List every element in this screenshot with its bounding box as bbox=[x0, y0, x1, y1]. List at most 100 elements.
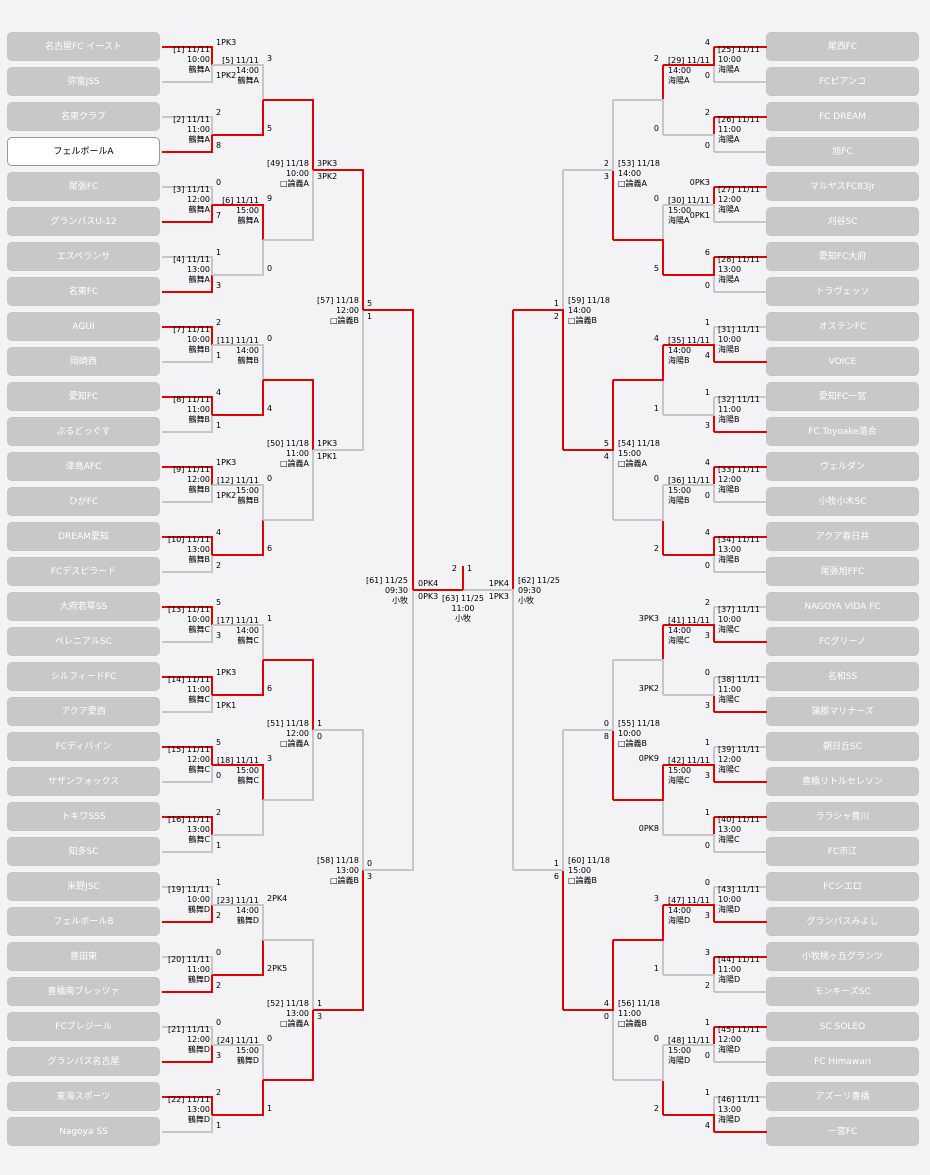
bracket-line bbox=[613, 938, 664, 941]
team-right-4[interactable]: 旭FC bbox=[766, 137, 919, 166]
team-left-4[interactable]: フェルボールA bbox=[7, 137, 160, 166]
score-bottom: 5 bbox=[267, 123, 273, 133]
team-left-3[interactable]: 名東クラブ bbox=[7, 102, 160, 131]
team-left-8[interactable]: 名東FC bbox=[7, 277, 160, 306]
team-right-12[interactable]: FC.Toyoake落合 bbox=[766, 417, 919, 446]
team-right-18[interactable]: FCグリーノ bbox=[766, 627, 919, 656]
team-right-5[interactable]: マルヤスFC83Jr bbox=[766, 172, 919, 201]
team-right-30[interactable]: FC Himawari bbox=[766, 1047, 919, 1076]
team-left-19[interactable]: シルフィードFC bbox=[7, 662, 160, 691]
bracket-line bbox=[211, 134, 213, 152]
team-left-24[interactable]: 知多SC bbox=[7, 837, 160, 866]
team-left-13[interactable]: 津島AFC bbox=[7, 452, 160, 481]
team-left-9[interactable]: AGUI bbox=[7, 312, 160, 341]
team-left-18[interactable]: ペレニアルSC bbox=[7, 627, 160, 656]
team-left-1[interactable]: 名古屋FC イースト bbox=[7, 32, 160, 61]
team-right-21[interactable]: 朝日丘SC bbox=[766, 732, 919, 761]
team-right-9[interactable]: オステンFC bbox=[766, 312, 919, 341]
bracket-line bbox=[212, 1113, 264, 1116]
match-venue: 鶴舞B bbox=[188, 345, 211, 354]
bracket-line bbox=[714, 956, 767, 958]
team-left-25[interactable]: 米野JSC bbox=[7, 872, 160, 901]
team-right-32[interactable]: 一宮FC bbox=[766, 1117, 919, 1146]
team-left-20[interactable]: アクア愛西 bbox=[7, 697, 160, 726]
team-right-31[interactable]: アズーリ豊橋 bbox=[766, 1082, 919, 1111]
bracket-line bbox=[713, 624, 715, 642]
bracket-line bbox=[562, 169, 564, 310]
bracket-line bbox=[312, 379, 314, 450]
bracket-line bbox=[313, 728, 364, 731]
team-left-27[interactable]: 豊田東 bbox=[7, 942, 160, 971]
match-venue: 海陽D bbox=[718, 1115, 741, 1124]
score-bottom: 7 bbox=[216, 211, 222, 220]
team-left-32[interactable]: Nagoya SS bbox=[7, 1117, 160, 1146]
team-right-28[interactable]: モンキーズSC bbox=[766, 977, 919, 1006]
team-right-27[interactable]: 小牧桃ヶ丘グランツ bbox=[766, 942, 919, 971]
bracket-line bbox=[212, 343, 264, 346]
team-left-22[interactable]: サザンフォックス bbox=[7, 767, 160, 796]
match-venue: □論義A bbox=[279, 458, 309, 468]
team-left-6[interactable]: グランパスU-12 bbox=[7, 207, 160, 236]
team-left-23[interactable]: トキワSSS bbox=[7, 802, 160, 831]
team-right-20[interactable]: 蒲郡マリナーズ bbox=[766, 697, 919, 726]
team-right-14[interactable]: 小牧小木SC bbox=[766, 487, 919, 516]
bracket-line bbox=[512, 309, 514, 590]
team-left-7[interactable]: エスペランサ bbox=[7, 242, 160, 271]
score-bottom: 2 bbox=[216, 561, 222, 570]
match-time: 11:00 bbox=[718, 125, 742, 134]
match-time: 12:00 bbox=[285, 728, 309, 738]
team-left-10[interactable]: 岡崎西 bbox=[7, 347, 160, 376]
bracket-line bbox=[714, 571, 767, 573]
score-bottom: 2 bbox=[653, 1103, 659, 1113]
match-venue: □論義B bbox=[329, 875, 359, 885]
team-right-16[interactable]: 尾張旭FFC bbox=[766, 557, 919, 586]
team-left-16[interactable]: FCデスピラード bbox=[7, 557, 160, 586]
team-left-5[interactable]: 尾張FC bbox=[7, 172, 160, 201]
team-left-12[interactable]: ぶるどっぐす bbox=[7, 417, 160, 446]
bracket-line bbox=[463, 588, 514, 591]
team-left-2[interactable]: 弥富JSS bbox=[7, 67, 160, 96]
team-right-7[interactable]: 愛知FC大府 bbox=[766, 242, 919, 271]
team-right-26[interactable]: グランパスみよし bbox=[766, 907, 919, 936]
score-bottom: 3 bbox=[216, 631, 222, 640]
team-right-22[interactable]: 豊橋リトルセレソン bbox=[766, 767, 919, 796]
team-right-25[interactable]: FCシエロ bbox=[766, 872, 919, 901]
match-id: [22] 11/11 bbox=[167, 1095, 210, 1104]
team-right-15[interactable]: アクア春日井 bbox=[766, 522, 919, 551]
team-left-14[interactable]: ひがFC bbox=[7, 487, 160, 516]
bracket-line bbox=[662, 519, 664, 555]
team-right-1[interactable]: 尾西FC bbox=[766, 32, 919, 61]
team-right-11[interactable]: 愛知FC一宮 bbox=[766, 382, 919, 411]
score-bottom: 2 bbox=[216, 981, 222, 990]
team-left-15[interactable]: DREAM愛知 bbox=[7, 522, 160, 551]
team-left-17[interactable]: 大府若草SS bbox=[7, 592, 160, 621]
team-right-3[interactable]: FC DREAM bbox=[766, 102, 919, 131]
team-left-11[interactable]: 愛知FC bbox=[7, 382, 160, 411]
team-right-13[interactable]: ヴェルダン bbox=[766, 452, 919, 481]
team-left-29[interactable]: FCブレジール bbox=[7, 1012, 160, 1041]
team-left-21[interactable]: FCディバイン bbox=[7, 732, 160, 761]
bracket-line bbox=[162, 816, 213, 818]
team-right-6[interactable]: 刈谷SC bbox=[766, 207, 919, 236]
team-left-28[interactable]: 豊橋南ブレッツァ bbox=[7, 977, 160, 1006]
team-right-19[interactable]: 名和SS bbox=[766, 662, 919, 691]
bracket-line bbox=[262, 64, 264, 100]
team-right-10[interactable]: VOICE bbox=[766, 347, 919, 376]
match-time: 15:00 bbox=[235, 765, 259, 775]
team-right-23[interactable]: ララシャ豊川 bbox=[766, 802, 919, 831]
team-right-24[interactable]: FC市江 bbox=[766, 837, 919, 866]
team-left-26[interactable]: フェルボールB bbox=[7, 907, 160, 936]
score-bottom: 3PK2 bbox=[638, 683, 659, 693]
team-right-17[interactable]: NAGOYA VIDA FC bbox=[766, 592, 919, 621]
bracket-line bbox=[714, 221, 767, 223]
team-left-31[interactable]: 東海スポーツ bbox=[7, 1082, 160, 1111]
team-right-2[interactable]: FCピアンコ bbox=[766, 67, 919, 96]
team-left-30[interactable]: グランパス名古屋 bbox=[7, 1047, 160, 1076]
team-right-29[interactable]: SC SOLEO bbox=[766, 1012, 919, 1041]
team-right-8[interactable]: トラヴェッソ bbox=[766, 277, 919, 306]
match-time: 14:00 bbox=[235, 905, 259, 915]
score-bottom: 1PK3 bbox=[488, 591, 509, 601]
score-bottom: 6 bbox=[267, 683, 273, 693]
match-time: 12:00 bbox=[718, 195, 742, 204]
